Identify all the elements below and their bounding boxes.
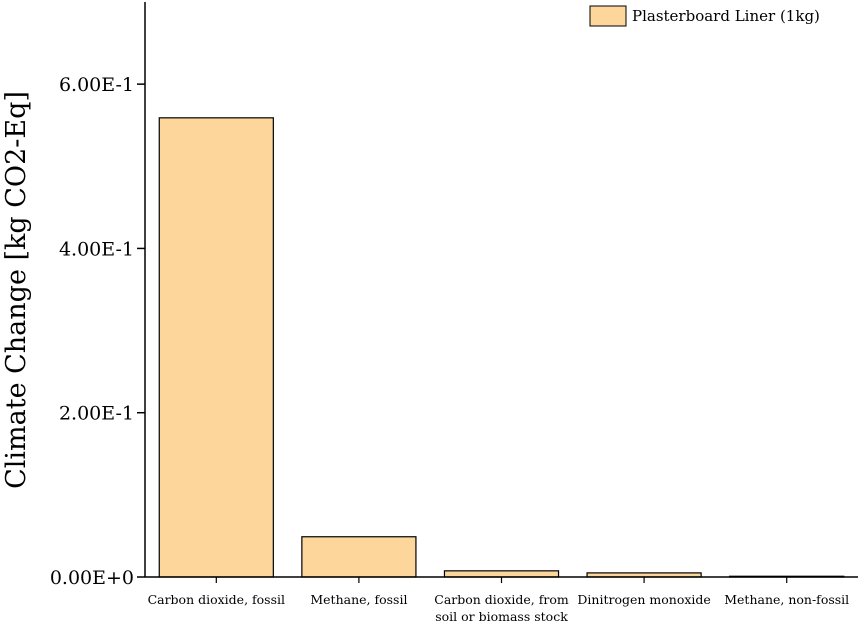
legend-swatch (589, 5, 627, 27)
x-tick-label: Dinitrogen monoxide (577, 592, 710, 607)
bars (158, 117, 845, 578)
legend-label: Plasterboard Liner (1kg) (632, 7, 820, 25)
bar (158, 117, 274, 578)
x-tick-label: Carbon dioxide, from soil or biomass stoc… (434, 592, 569, 624)
legend: Plasterboard Liner (1kg) (589, 5, 820, 27)
y-tick-label: 0.00E+0 (50, 567, 134, 589)
y-tick-label: 2.00E-1 (59, 403, 134, 425)
y-axis-title: Climate Change [kg CO2-Eq] (1, 91, 32, 489)
y-axis-ticks: 0.00E+0 2.00E-1 4.00E-1 6.00E-1 (50, 74, 145, 589)
y-tick-label: 6.00E-1 (59, 74, 134, 96)
bar (301, 536, 417, 578)
bar (443, 570, 560, 578)
y-tick-label: 4.00E-1 (59, 238, 134, 260)
x-tick-label: Methane, fossil (310, 592, 407, 607)
x-tick-label: Carbon dioxide, fossil (148, 592, 285, 607)
x-axis-labels: Carbon dioxide, fossil Methane, fossil Car… (148, 577, 849, 624)
x-tick-label: Methane, non-fossil (724, 592, 849, 607)
